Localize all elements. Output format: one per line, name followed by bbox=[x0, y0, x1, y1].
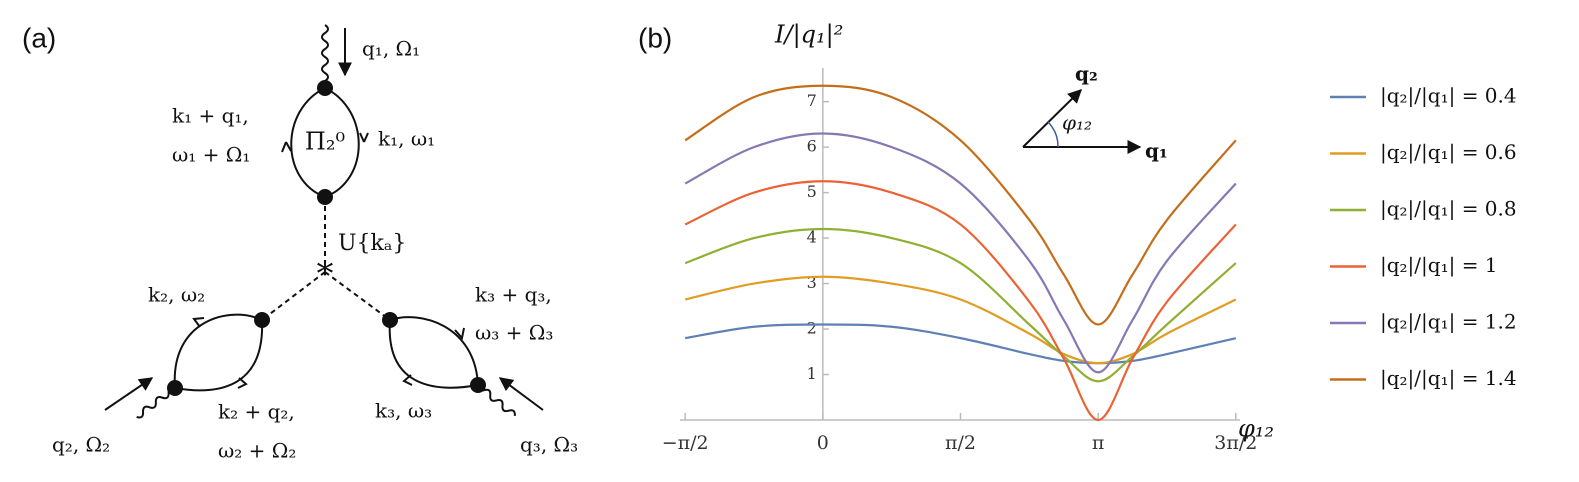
annotation: q₁ bbox=[1145, 139, 1168, 163]
dashed-line bbox=[324, 271, 391, 321]
arrowhead bbox=[359, 132, 369, 143]
dashed-line bbox=[261, 271, 326, 321]
inset: q₂ φ₁₂ q₁ bbox=[1022, 62, 1168, 163]
x-tick-label: π/2 bbox=[945, 432, 976, 454]
x-tick-label: 3π/2 bbox=[1214, 432, 1257, 454]
loop bbox=[388, 319, 479, 389]
arrow bbox=[104, 377, 154, 411]
arrowhead bbox=[237, 377, 248, 389]
label: Π₂⁰ bbox=[305, 128, 345, 156]
loop bbox=[174, 319, 264, 392]
legend-label: |q₂|/|q₁| = 1.4 bbox=[1380, 366, 1517, 391]
arrowhead bbox=[402, 374, 413, 386]
y-tick-label: 5 bbox=[807, 182, 817, 201]
diagram: * q₁, Ω₁ k₁ + q₁, ω₁ + Ω₁ Π₂⁰ k₁, ω₁ U{k… bbox=[52, 24, 578, 463]
label: k₃ + q₃, bbox=[475, 283, 552, 307]
arrow bbox=[498, 377, 544, 411]
arrowhead bbox=[281, 141, 292, 153]
vertex bbox=[470, 377, 486, 393]
label: q₁, Ω₁ bbox=[362, 37, 420, 61]
arrowhead bbox=[454, 327, 465, 341]
series-line bbox=[684, 227, 1237, 383]
loop bbox=[389, 316, 479, 386]
series-line bbox=[684, 132, 1237, 374]
wavy-line bbox=[321, 24, 329, 89]
x-tick-label: π bbox=[1092, 432, 1105, 454]
y-tick-label: 3 bbox=[807, 273, 817, 292]
panel-label: (b) bbox=[638, 22, 672, 53]
label: k₁ + q₁, bbox=[172, 104, 249, 128]
y-tick-label: 4 bbox=[807, 228, 817, 247]
annotation: q₂ bbox=[1075, 62, 1098, 86]
y-axis-label: I/|q₁|² bbox=[774, 21, 843, 50]
x-tick-label: 0 bbox=[817, 432, 829, 454]
label: k₂, ω₂ bbox=[148, 283, 205, 307]
label: q₂, Ω₂ bbox=[52, 433, 110, 457]
angle-arc bbox=[1047, 121, 1059, 148]
series-line bbox=[685, 323, 1237, 365]
legend-label: |q₂|/|q₁| = 0.4 bbox=[1380, 84, 1517, 109]
label: U{kₐ} bbox=[338, 231, 406, 256]
arrow bbox=[1022, 89, 1082, 148]
panel-label: (a) bbox=[22, 22, 56, 53]
y-tick-label: 1 bbox=[807, 364, 817, 383]
legend-label: |q₂|/|q₁| = 0.8 bbox=[1380, 197, 1517, 222]
vertex bbox=[382, 312, 398, 328]
label: k₂ + q₂, bbox=[218, 400, 295, 424]
label: ω₃ + Ω₃ bbox=[475, 321, 553, 345]
x-tick-label: −π/2 bbox=[662, 432, 709, 454]
y-tick-label: 2 bbox=[807, 319, 817, 338]
x-axis-label: φ₁₂ bbox=[1238, 415, 1274, 443]
label: ω₂ + Ω₂ bbox=[218, 439, 296, 463]
vertex bbox=[167, 380, 183, 396]
vertex bbox=[254, 312, 270, 328]
plot: −π/2 0 π/2 π 3π/2 1 2 3 4 5 6 7 |q₂|/|q₁| = 0.4 |q₂|/… bbox=[662, 68, 1517, 454]
series-line bbox=[684, 84, 1237, 326]
y-tick-label: 7 bbox=[807, 91, 817, 110]
series-line bbox=[684, 180, 1237, 422]
vertex bbox=[317, 80, 333, 96]
label: k₁, ω₁ bbox=[378, 127, 435, 151]
annotation: φ₁₂ bbox=[1062, 111, 1092, 135]
label: ω₁ + Ω₁ bbox=[172, 143, 250, 167]
vertex bbox=[317, 189, 333, 205]
legend-label: |q₂|/|q₁| = 1.2 bbox=[1380, 310, 1517, 335]
legend-label: |q₂|/|q₁| = 1 bbox=[1380, 253, 1498, 278]
loop bbox=[290, 87, 326, 198]
label: q₃, Ω₃ bbox=[520, 433, 578, 457]
wavy-line bbox=[476, 384, 516, 416]
label: k₃, ω₃ bbox=[375, 399, 432, 423]
legend-label: |q₂|/|q₁| = 0.6 bbox=[1380, 140, 1517, 165]
loop bbox=[173, 313, 263, 389]
vertex-star: * bbox=[317, 254, 334, 294]
loop bbox=[324, 87, 360, 198]
y-tick-label: 6 bbox=[807, 137, 817, 156]
arrowhead bbox=[192, 317, 205, 328]
